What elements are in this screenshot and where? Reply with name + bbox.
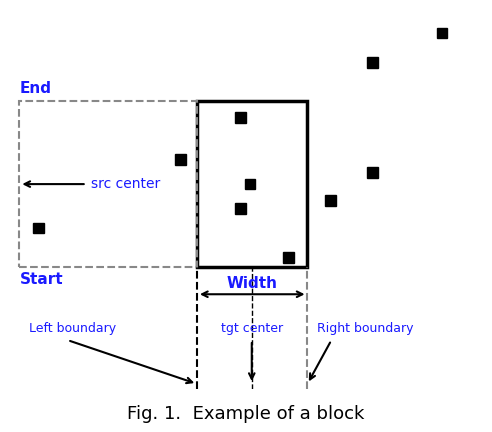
Bar — [20, 101, 197, 267]
Bar — [197, 101, 308, 267]
Bar — [176, 154, 186, 165]
Bar — [33, 222, 44, 233]
Bar — [325, 195, 336, 206]
Text: Start: Start — [20, 272, 63, 287]
Text: End: End — [20, 81, 52, 96]
Bar — [235, 203, 246, 214]
Text: Fig. 1.  Example of a block: Fig. 1. Example of a block — [127, 405, 365, 423]
Bar — [368, 167, 378, 178]
Bar — [235, 112, 246, 123]
Bar — [368, 57, 378, 68]
Text: Right boundary: Right boundary — [317, 322, 414, 335]
Text: tgt center: tgt center — [221, 322, 283, 335]
Bar — [436, 28, 447, 38]
Bar — [245, 179, 255, 190]
Text: Left boundary: Left boundary — [29, 322, 116, 335]
Text: Width: Width — [227, 276, 278, 291]
Bar — [283, 252, 294, 263]
Text: src center: src center — [92, 177, 161, 191]
